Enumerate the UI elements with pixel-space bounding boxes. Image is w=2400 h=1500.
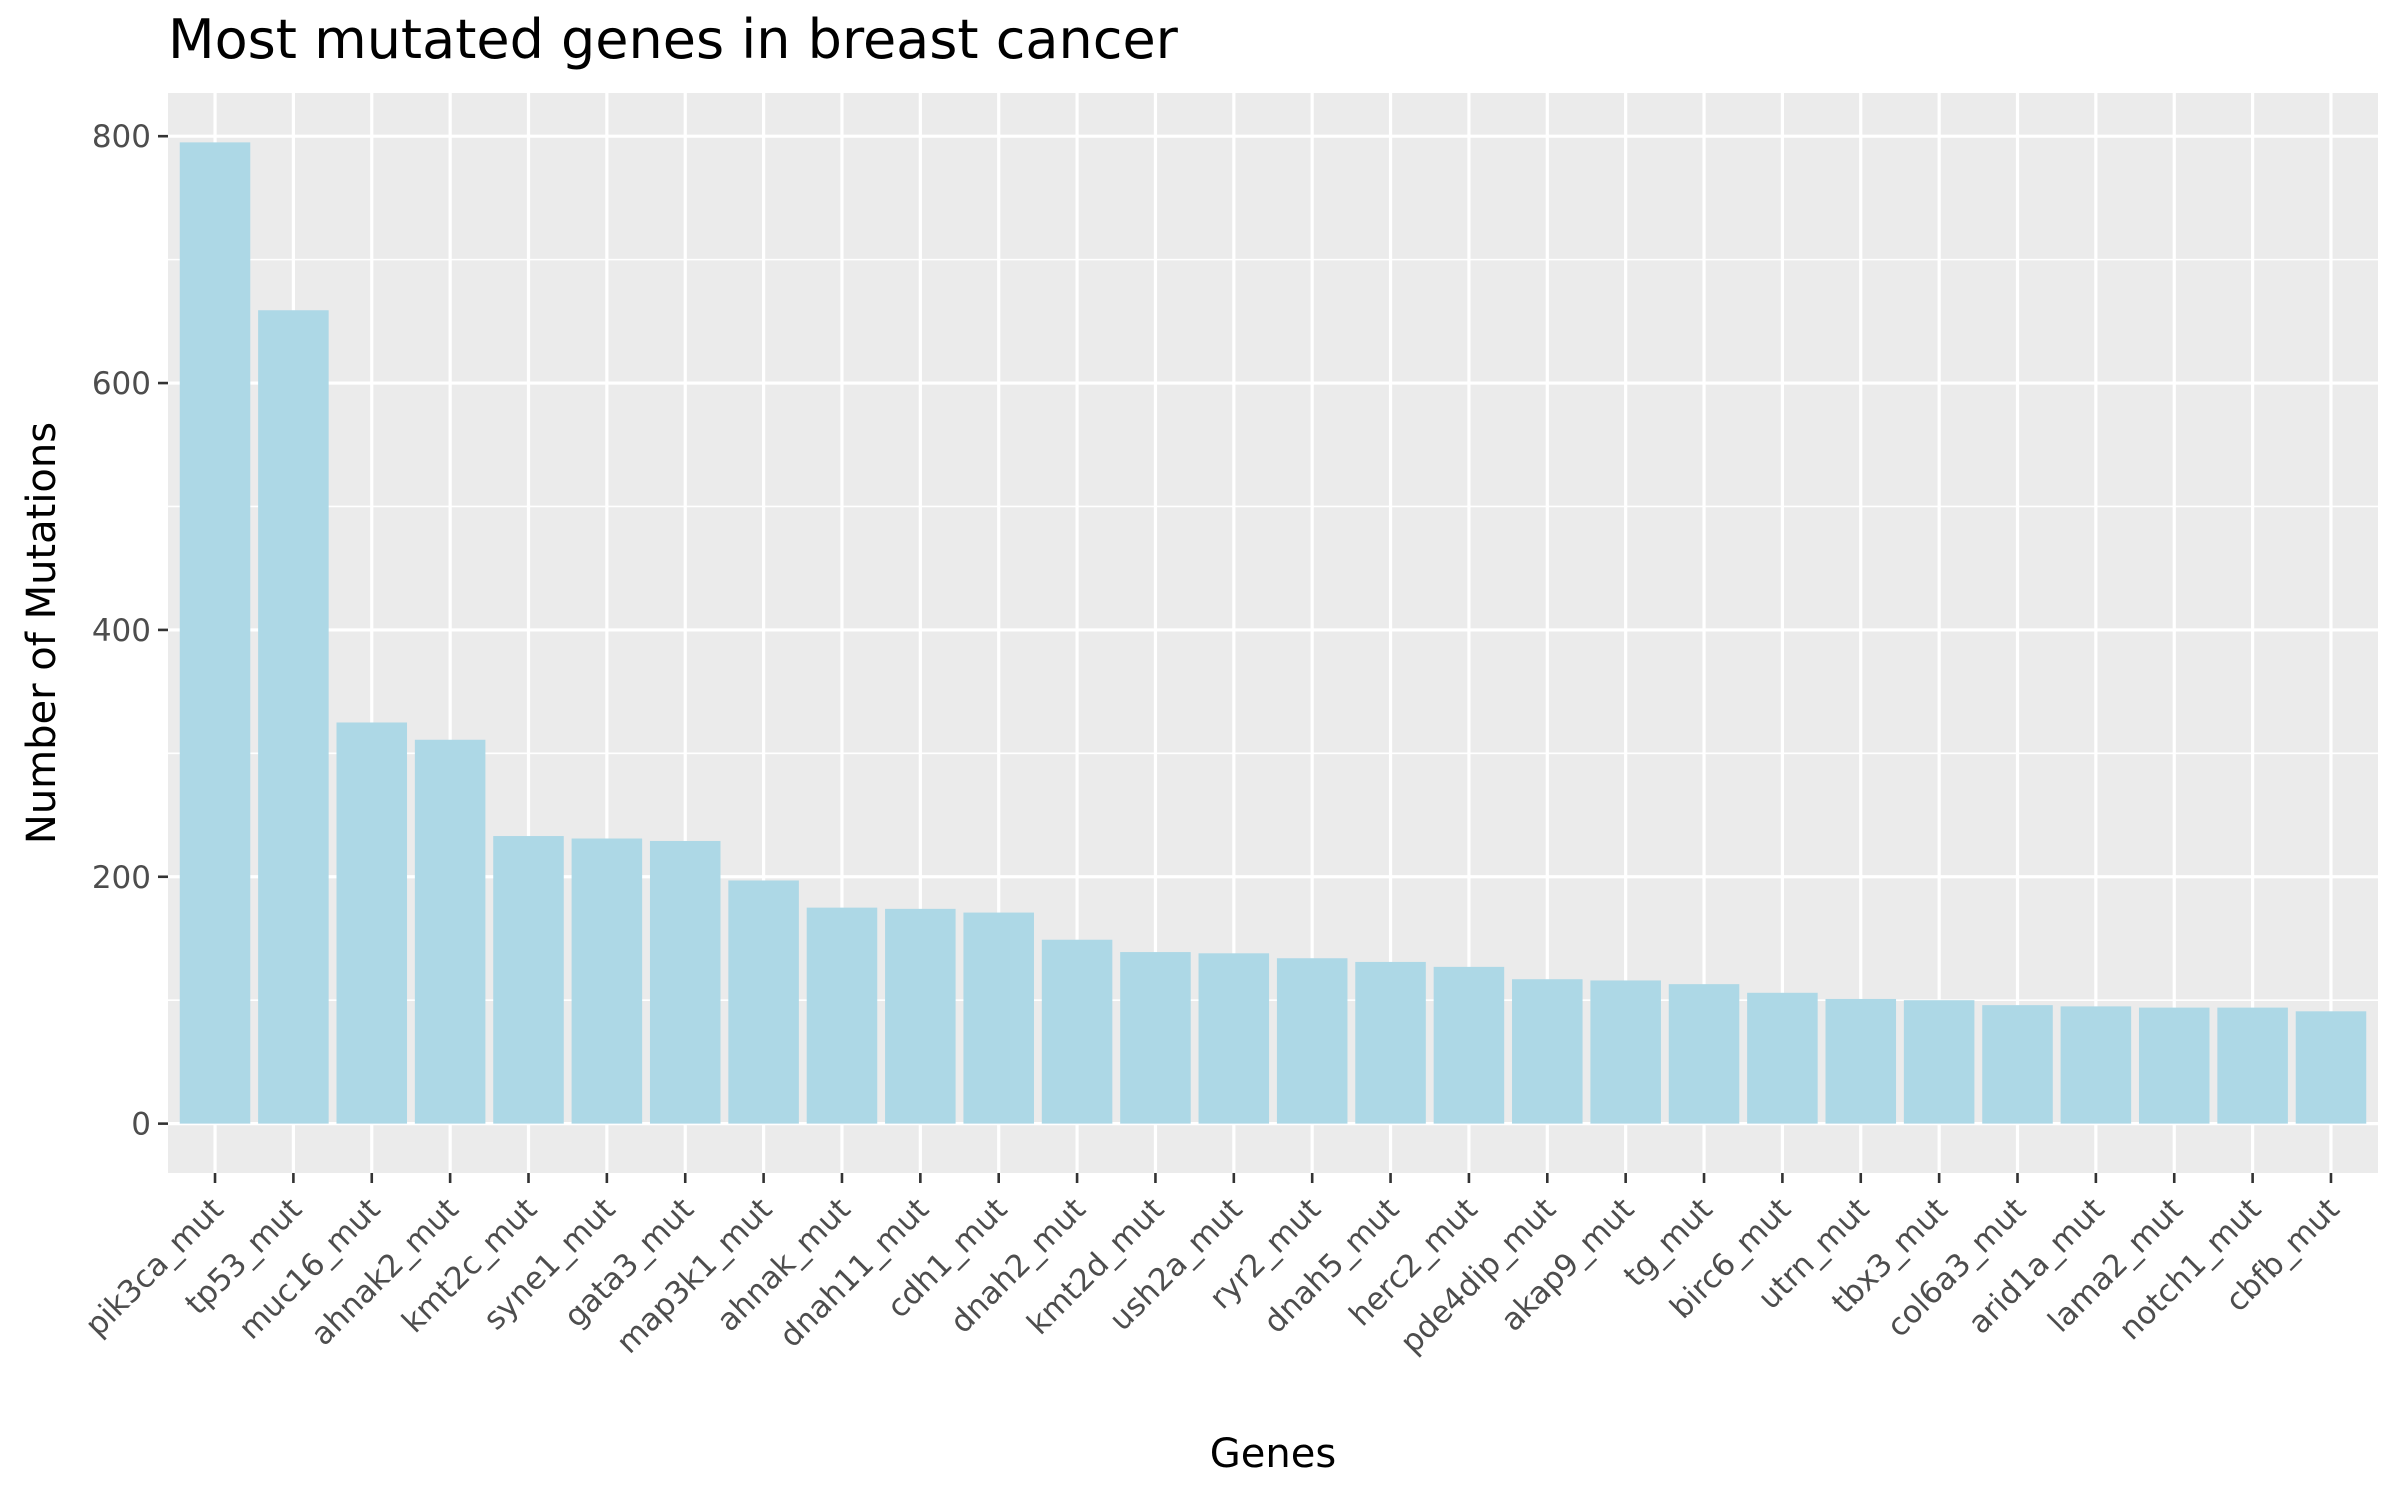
bar-cdh1_mut (963, 912, 1034, 1124)
y-axis-title: Number of Mutations (19, 422, 65, 844)
bar-utrn_mut (1825, 998, 1897, 1124)
y-tick-label: 200 (92, 860, 151, 896)
bar-map3k1_mut (728, 880, 799, 1124)
bar-tbx3_mut (1903, 1000, 1975, 1124)
y-tick-label: 800 (92, 119, 151, 155)
y-tick-label: 600 (92, 366, 151, 402)
y-tick-label: 400 (92, 613, 151, 649)
bar-lama2_mut (2138, 1007, 2210, 1124)
bar-gata3_mut (649, 840, 721, 1124)
bar-tg_mut (1668, 984, 1740, 1124)
bar-herc2_mut (1433, 966, 1505, 1124)
x-axis-title: Genes (1210, 1431, 1336, 1477)
bar-pde4dip_mut (1512, 979, 1583, 1124)
bar-ush2a_mut (1198, 953, 1270, 1124)
bar-pik3ca_mut (179, 142, 251, 1124)
bar-notch1_mut (2217, 1007, 2288, 1124)
chart-title: Most mutated genes in breast cancer (168, 8, 1179, 71)
bar-cbfb_mut (2295, 1011, 2367, 1124)
bar-birc6_mut (1747, 992, 1818, 1124)
bar-dnah5_mut (1355, 961, 1426, 1124)
x-axis: pik3ca_muttp53_mutmuc16_mutahnak2_mutkmt… (78, 1173, 2347, 1361)
bar-ahnak_mut (806, 907, 878, 1124)
y-tick-label: 0 (131, 1107, 151, 1143)
bar-ahnak2_mut (414, 739, 486, 1124)
bar-tp53_mut (258, 310, 329, 1124)
bar-ryr2_mut (1276, 958, 1348, 1124)
bar-kmt2c_mut (493, 836, 564, 1124)
bar-akap9_mut (1590, 980, 1661, 1124)
bar-syne1_mut (571, 838, 643, 1124)
bars (179, 142, 2367, 1124)
y-axis: 0 200 400 600 800 (92, 119, 168, 1143)
bar-arid1a_mut (2060, 1006, 2132, 1124)
bar-muc16_mut (336, 722, 408, 1124)
bar-dnah2_mut (1041, 939, 1113, 1124)
bar-dnah11_mut (885, 908, 956, 1124)
bar-col6a3_mut (1982, 1005, 2053, 1124)
bar-kmt2d_mut (1120, 952, 1191, 1124)
